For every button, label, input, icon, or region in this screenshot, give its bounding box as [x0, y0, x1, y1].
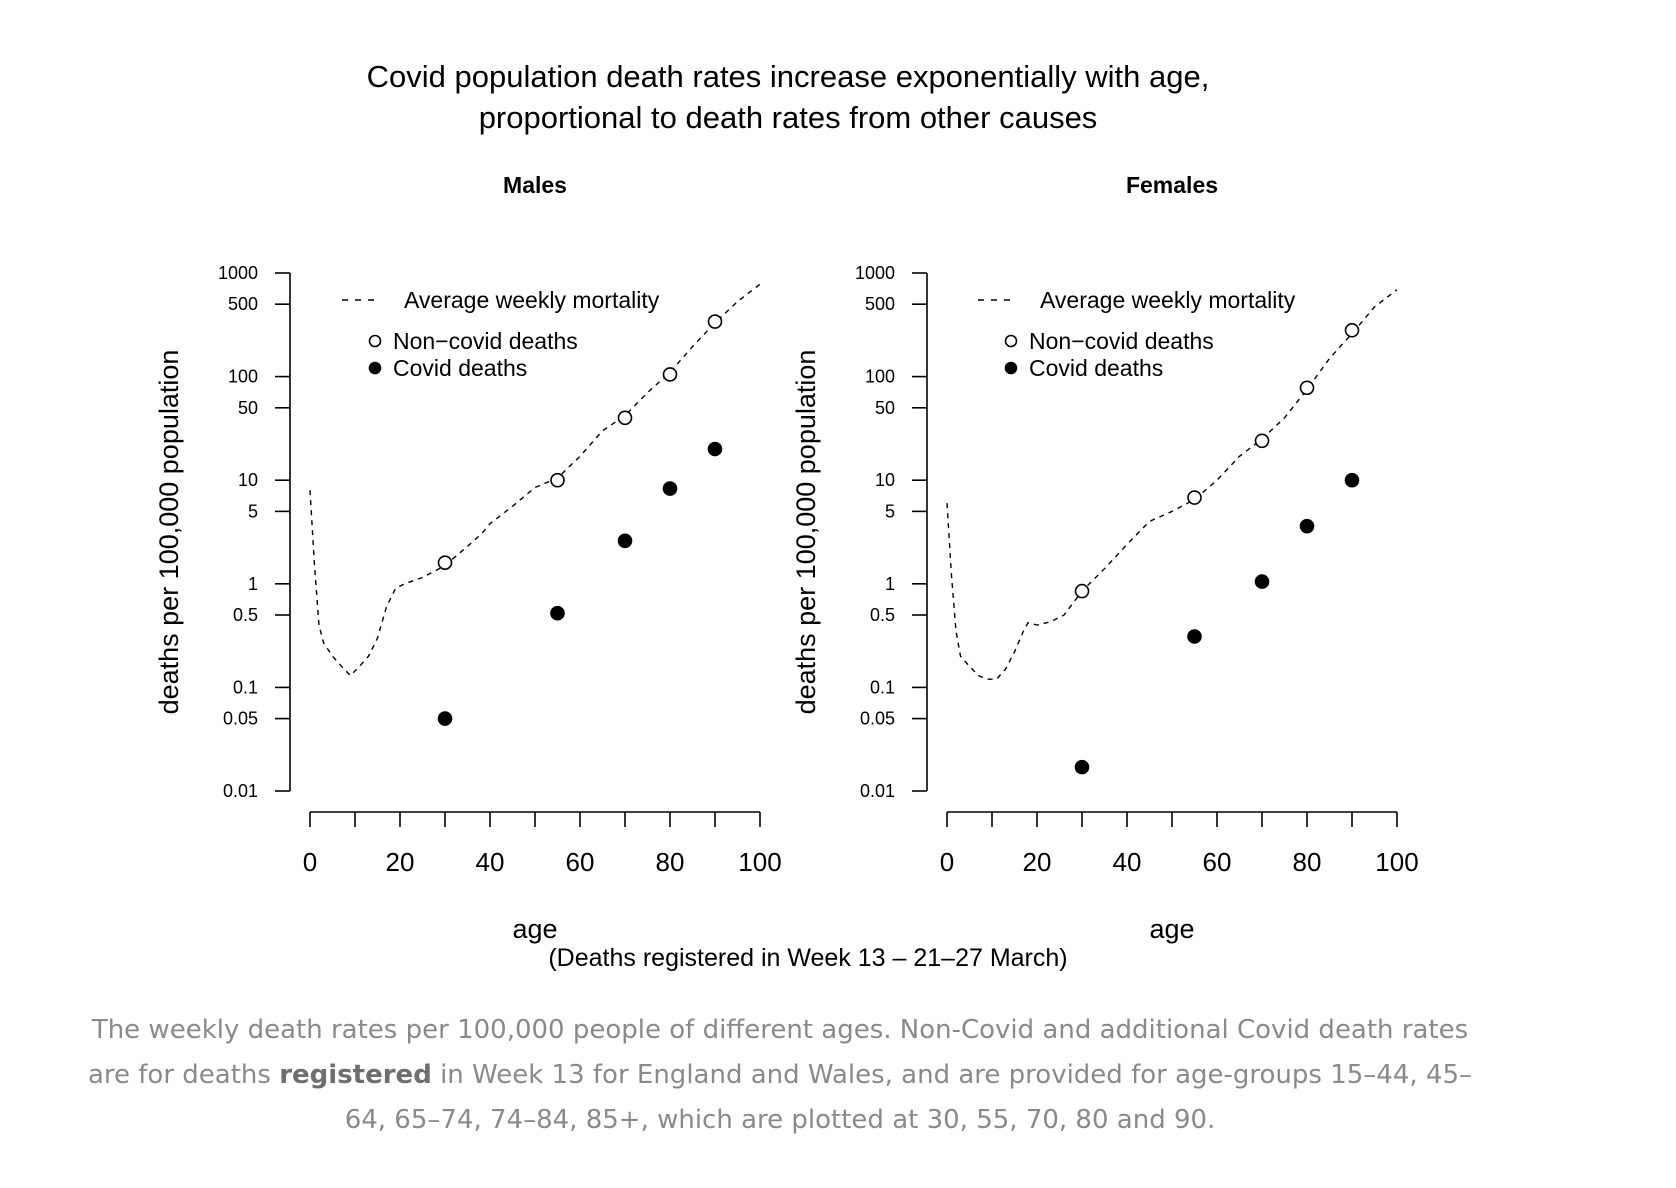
- legend-open-marker: [1004, 334, 1018, 348]
- legend-label: Non−covid deaths: [393, 328, 578, 354]
- panel-title: Females: [1126, 172, 1218, 198]
- y-tick-label: 100: [865, 367, 895, 387]
- figure-caption: The weekly death rates per 100,000 peopl…: [80, 1008, 1480, 1143]
- legend-filled-marker: [368, 361, 382, 375]
- covid-death-point: [1344, 472, 1360, 488]
- y-tick-label: 500: [865, 294, 895, 314]
- y-tick-label: 0.01: [223, 781, 258, 801]
- non-covid-death-point: [1299, 380, 1315, 396]
- x-tick-label: 0: [940, 847, 954, 877]
- non-covid-death-point: [662, 367, 678, 382]
- x-axis-label: age: [1149, 914, 1194, 944]
- y-tick-label: 0.1: [870, 677, 895, 697]
- y-tick-label: 1: [885, 574, 895, 594]
- covid-death-point: [1254, 574, 1270, 589]
- x-tick-label: 0: [303, 847, 317, 877]
- figure-footnote: (Deaths registered in Week 13 – 21–27 Ma…: [548, 944, 1067, 972]
- x-tick-label: 100: [1375, 847, 1418, 877]
- x-tick-label: 20: [1023, 847, 1052, 877]
- x-tick-label: 40: [1113, 847, 1142, 877]
- non-covid-death-point: [1187, 490, 1202, 505]
- y-tick-label: 50: [875, 398, 895, 418]
- covid-death-point: [1187, 629, 1202, 644]
- y-tick-label: 5: [885, 501, 895, 521]
- covid-death-point: [1299, 518, 1315, 534]
- non-covid-death-point: [1344, 322, 1360, 338]
- covid-death-point: [437, 711, 453, 726]
- non-covid-death-point: [550, 472, 565, 488]
- y-tick-label: 10: [238, 470, 258, 490]
- y-tick-label: 500: [228, 294, 258, 314]
- covid-death-point: [1074, 759, 1090, 775]
- caption-bold-word: registered: [279, 1060, 432, 1090]
- legend-label: Non−covid deaths: [1029, 328, 1214, 354]
- legend-filled-marker: [1004, 361, 1018, 375]
- figure: Covid population death rates increase ex…: [154, 59, 1419, 972]
- caption-text-end: in Week 13 for England and Wales, and ar…: [344, 1060, 1473, 1135]
- legend-label: Covid deaths: [393, 355, 527, 381]
- y-tick-label: 1000: [218, 263, 258, 283]
- x-tick-label: 40: [476, 847, 505, 877]
- y-tick-label: 1000: [855, 263, 895, 283]
- males-panel: Males0.010.050.10.51510501005001000death…: [154, 172, 782, 944]
- legend-label: Covid deaths: [1029, 355, 1163, 381]
- y-axis-label: deaths per 100,000 population: [154, 350, 184, 715]
- x-tick-label: 20: [386, 847, 415, 877]
- covid-death-point: [662, 481, 678, 496]
- legend: Average weekly mortality Non−covid deaths…: [342, 287, 660, 381]
- caption-text-start: The weekly death rates per 100,000 peopl…: [87, 1015, 1469, 1090]
- y-tick-label: 0.5: [870, 605, 895, 625]
- y-tick-label: 0.1: [233, 677, 258, 697]
- legend-label: Average weekly mortality: [1040, 287, 1296, 313]
- y-tick-label: 0.01: [860, 781, 895, 801]
- females-panel: Females0.010.050.10.51510501005001000dea…: [791, 172, 1419, 944]
- y-axis-label: deaths per 100,000 population: [791, 350, 821, 715]
- non-covid-death-point: [617, 410, 633, 426]
- non-covid-death-point: [707, 314, 723, 329]
- non-covid-death-point: [1074, 583, 1090, 599]
- covid-death-point: [550, 605, 565, 621]
- x-tick-label: 100: [738, 847, 781, 877]
- y-tick-label: 0.05: [223, 709, 258, 729]
- non-covid-death-point: [1254, 433, 1270, 449]
- figure-title-line-2: proportional to death rates from other c…: [479, 100, 1098, 135]
- x-tick-label: 80: [656, 847, 685, 877]
- x-tick-label: 80: [1293, 847, 1322, 877]
- legend-label: Average weekly mortality: [404, 287, 660, 313]
- x-axis-label: age: [512, 914, 557, 944]
- x-tick-label: 60: [566, 847, 595, 877]
- y-tick-label: 100: [228, 367, 258, 387]
- y-tick-label: 0.05: [860, 709, 895, 729]
- y-tick-label: 1: [248, 574, 258, 594]
- y-tick-label: 50: [238, 398, 258, 418]
- y-tick-label: 10: [875, 470, 895, 490]
- panel-title: Males: [503, 172, 567, 198]
- average-mortality-line: [309, 283, 761, 677]
- covid-death-point: [617, 533, 633, 549]
- non-covid-death-point: [437, 555, 453, 570]
- legend-open-marker: [368, 334, 382, 348]
- x-tick-label: 60: [1203, 847, 1232, 877]
- covid-death-point: [707, 441, 723, 457]
- legend: Average weekly mortality Non−covid deaths…: [978, 287, 1296, 381]
- figure-title-line-1: Covid population death rates increase ex…: [367, 59, 1210, 94]
- y-tick-label: 0.5: [233, 605, 258, 625]
- y-tick-label: 5: [248, 501, 258, 521]
